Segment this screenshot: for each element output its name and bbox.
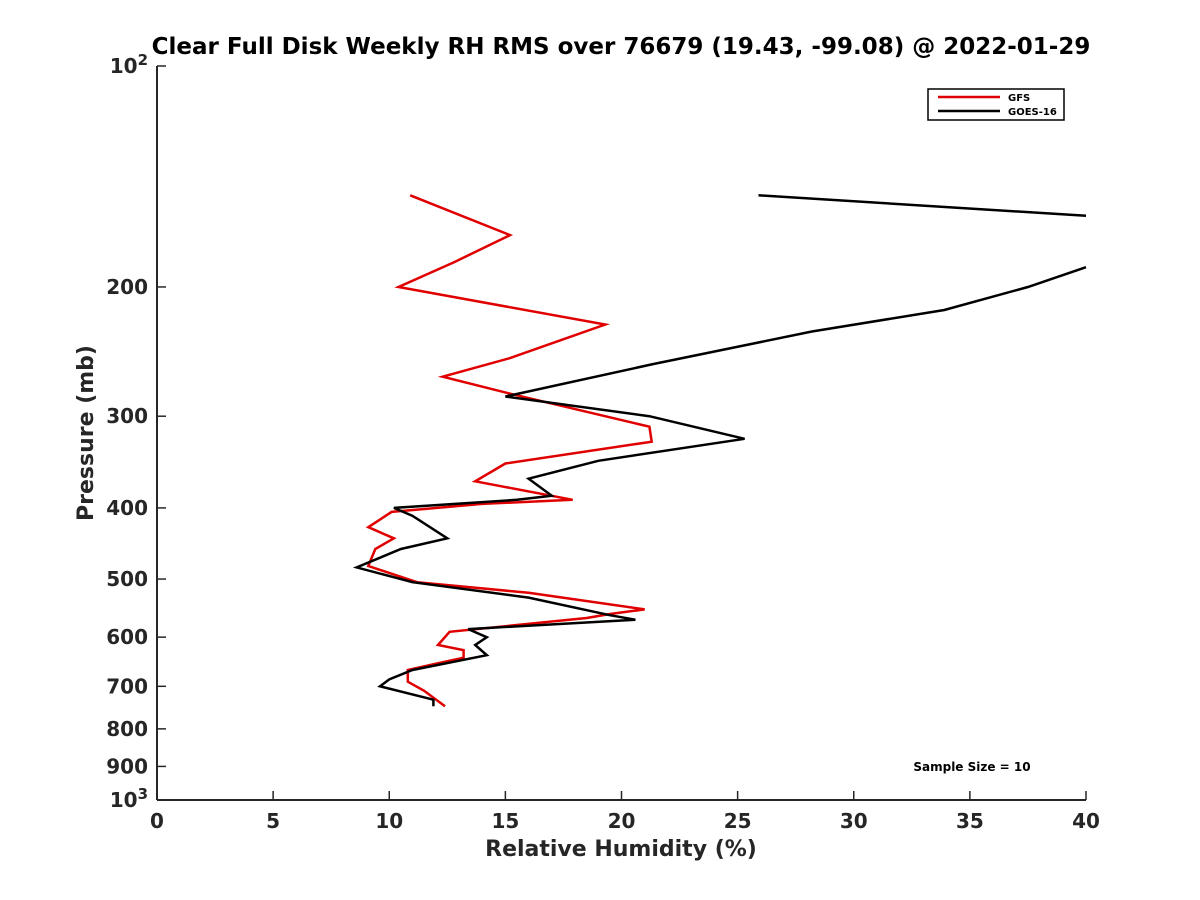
legend-box — [927, 88, 1065, 121]
x-tick-label: 25 — [724, 809, 752, 833]
legend-label-gfs: GFS — [1008, 93, 1030, 104]
x-tick-label: 15 — [491, 809, 519, 833]
series-line-gfs — [365, 194, 654, 708]
y-tick-label: 500 — [106, 567, 148, 591]
x-axis-ticks: 0 5 10 15 20 25 30 35 40 — [150, 791, 1100, 833]
sample-size-annotation: Sample Size = 10 — [913, 760, 1030, 774]
series-line-goes16-part-2 — [352, 266, 1087, 707]
x-tick-label: 5 — [266, 809, 280, 833]
y-tick-label: 700 — [106, 674, 148, 698]
x-tick-label: 35 — [956, 809, 984, 833]
y-axis-ticks: 102 200 300 400 500 600 700 800 900 103 — [106, 51, 166, 812]
y-tick-label: 900 — [106, 754, 148, 778]
legend: GFS GOES-16 — [927, 88, 1065, 121]
y-tick-label: 400 — [106, 496, 148, 520]
x-tick-label: 0 — [150, 809, 164, 833]
x-tick-label: 40 — [1072, 809, 1100, 833]
legend-label-goes16: GOES-16 — [1008, 107, 1057, 118]
x-tick-label: 10 — [375, 809, 403, 833]
y-tick-label: 103 — [110, 785, 148, 812]
x-tick-label: 30 — [840, 809, 868, 833]
axes — [156, 66, 1086, 801]
chart-title: Clear Full Disk Weekly RH RMS over 76679… — [152, 34, 1091, 60]
y-tick-label: 300 — [106, 404, 148, 428]
plot-lines — [352, 194, 1087, 708]
x-tick-label: 20 — [608, 809, 636, 833]
y-axis-label: Pressure (mb) — [74, 345, 99, 521]
y-tick-label: 102 — [110, 51, 148, 78]
y-tick-label: 800 — [106, 717, 148, 741]
series-line-goes16-part-1 — [758, 194, 1087, 218]
y-tick-label: 600 — [106, 625, 148, 649]
y-tick-label: 200 — [106, 275, 148, 299]
x-axis-label: Relative Humidity (%) — [485, 837, 757, 862]
